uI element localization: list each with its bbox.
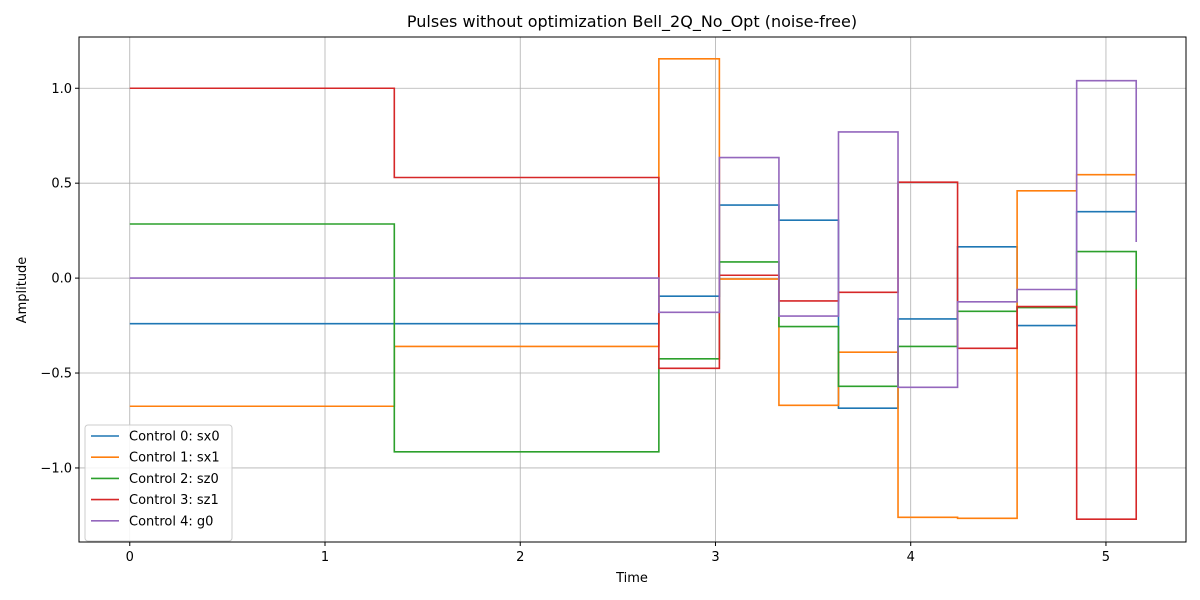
y-tick-label: 0.0 bbox=[51, 272, 72, 287]
chart-title: Pulses without optimization Bell_2Q_No_O… bbox=[407, 12, 857, 32]
x-tick-label: 0 bbox=[126, 550, 134, 565]
legend-label-2: Control 2: sz0 bbox=[129, 472, 219, 487]
legend-box bbox=[84, 424, 233, 542]
x-tick-label: 2 bbox=[516, 550, 524, 565]
series-line-2 bbox=[129, 223, 1138, 453]
x-axis-label: Time bbox=[615, 571, 648, 586]
y-tick-label: −1.0 bbox=[40, 461, 72, 476]
plot-area-frame bbox=[78, 36, 1187, 543]
y-tick-label: 1.0 bbox=[51, 82, 72, 97]
y-axis-label: Amplitude bbox=[15, 257, 30, 324]
legend-label-4: Control 4: g0 bbox=[129, 514, 213, 529]
y-tick-label: −0.5 bbox=[40, 367, 72, 382]
y-tick-label: 0.5 bbox=[51, 177, 72, 192]
legend-label-3: Control 3: sz1 bbox=[129, 493, 219, 508]
x-tick-label: 3 bbox=[711, 550, 719, 565]
axis-ticks: 0 1 2 3 4 5 −1.0 −0.5 0.0 0.5 1.0 bbox=[40, 82, 1110, 565]
series-line-4 bbox=[129, 79, 1138, 389]
series-lines bbox=[129, 58, 1138, 521]
legend-label-0: Control 0: sx0 bbox=[129, 430, 220, 445]
x-tick-label: 4 bbox=[907, 550, 915, 565]
x-tick-label: 5 bbox=[1102, 550, 1110, 565]
legend-label-1: Control 1: sx1 bbox=[129, 451, 220, 466]
x-tick-label: 1 bbox=[321, 550, 329, 565]
legend: Control 0: sx0 Control 1: sx1 Control 2: s… bbox=[84, 424, 233, 542]
